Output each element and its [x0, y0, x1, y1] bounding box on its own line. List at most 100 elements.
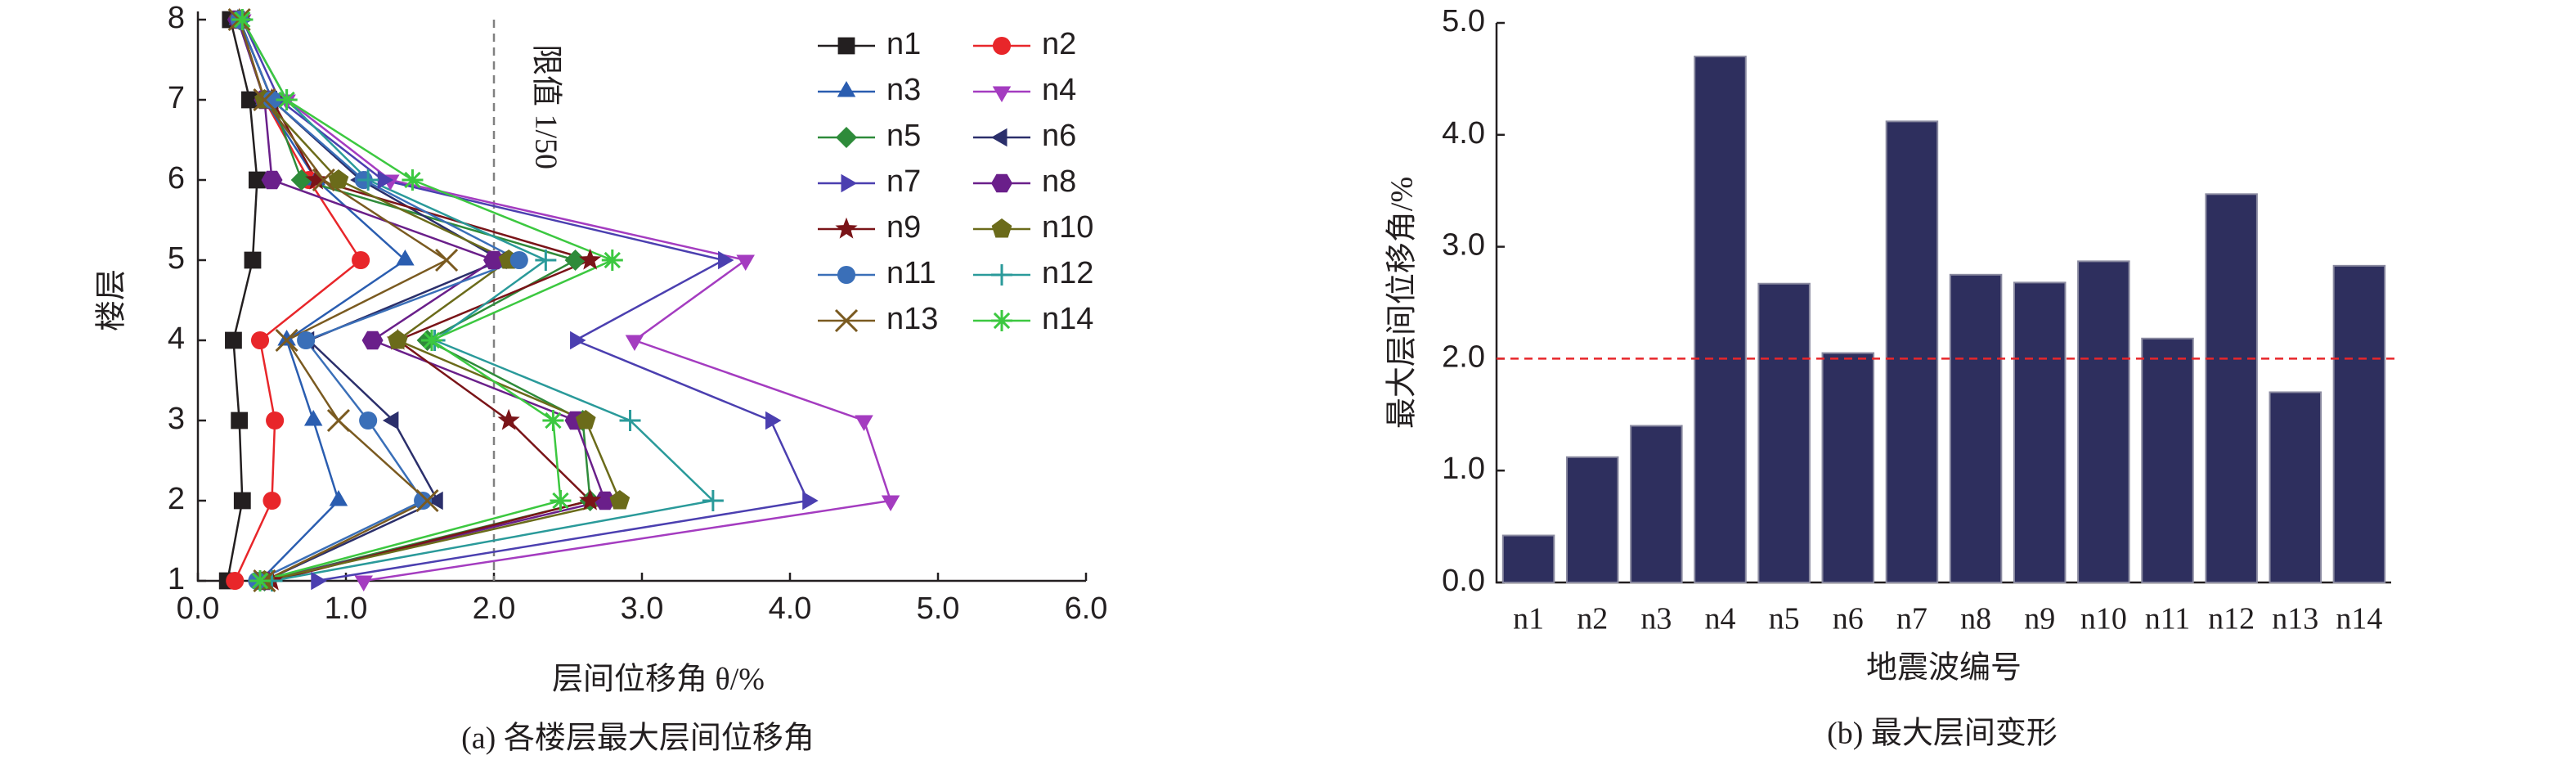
- y-tick-label: 1.0: [1442, 452, 1485, 486]
- series-line: [238, 19, 449, 582]
- marker: [276, 89, 298, 110]
- caption: (a) 各楼层最大层间位移角: [461, 722, 815, 756]
- series-line: [241, 19, 716, 582]
- marker: [357, 169, 379, 191]
- marker: [414, 491, 433, 510]
- marker: [396, 250, 415, 266]
- legend-label: n6: [1042, 119, 1076, 153]
- bar: [1565, 456, 1619, 583]
- x-tick-label: 4.0: [769, 591, 812, 626]
- marker: [570, 331, 586, 350]
- bar: [2332, 264, 2386, 583]
- y-axis-label: 楼层: [95, 269, 129, 331]
- y-tick-label: 4: [168, 322, 185, 356]
- marker: [542, 410, 564, 431]
- y-tick-label: 8: [168, 1, 185, 35]
- legend-marker: [834, 308, 859, 333]
- marker: [718, 250, 734, 270]
- x-tick-label: n7: [1896, 602, 1928, 636]
- legend-marker: [841, 173, 857, 193]
- axes: [196, 11, 1086, 582]
- legend-marker: [836, 127, 857, 148]
- x-tick-label: n13: [2272, 602, 2318, 636]
- x-tick-label: n6: [1833, 602, 1864, 636]
- bar: [1757, 282, 1811, 583]
- marker: [226, 571, 245, 591]
- legend-marker: [835, 217, 858, 239]
- y-tick-label: 6: [168, 161, 185, 196]
- legend-marker: [992, 86, 1012, 102]
- legend-marker: [991, 264, 1012, 286]
- marker: [303, 410, 323, 426]
- marker: [225, 331, 242, 349]
- bar: [2013, 281, 2067, 583]
- legend-label: n12: [1042, 256, 1093, 290]
- marker: [329, 490, 348, 506]
- bar: [1630, 425, 1683, 583]
- bar: [1501, 534, 1555, 584]
- marker: [765, 411, 782, 430]
- marker: [497, 408, 520, 430]
- x-tick-label: n8: [1960, 602, 1991, 636]
- y-tick-label: 0.0: [1442, 564, 1485, 598]
- series-line: [238, 19, 622, 582]
- legend-marker: [991, 310, 1012, 331]
- marker: [266, 411, 285, 430]
- marker: [609, 490, 631, 510]
- legend-label: n3: [886, 73, 921, 107]
- bar: [1821, 352, 1875, 583]
- series-line: [236, 19, 607, 582]
- x-tick-label: 0.0: [177, 591, 220, 626]
- marker: [625, 335, 644, 351]
- marker: [290, 169, 312, 191]
- marker: [550, 490, 572, 511]
- marker: [305, 168, 328, 190]
- x-tick-label: n9: [2024, 602, 2055, 636]
- x-tick-label: n1: [1513, 602, 1544, 636]
- marker: [277, 330, 296, 346]
- legend-label: n2: [1042, 27, 1076, 61]
- marker: [250, 331, 270, 350]
- x-tick-label: n3: [1640, 602, 1672, 636]
- legend-label: n10: [1042, 210, 1093, 245]
- marker: [244, 251, 262, 269]
- marker: [736, 254, 755, 271]
- marker: [233, 492, 251, 510]
- legend-label: n1: [886, 27, 921, 61]
- legend-label: n14: [1042, 302, 1093, 336]
- legend-label: n7: [886, 164, 921, 199]
- marker: [240, 91, 258, 109]
- marker: [575, 410, 596, 429]
- legend-label: n11: [886, 256, 936, 290]
- bar: [2269, 391, 2322, 583]
- legend-marker: [991, 128, 1008, 147]
- x-tick-label: n2: [1577, 602, 1608, 636]
- legend-label: n4: [1042, 73, 1076, 107]
- marker: [261, 170, 283, 190]
- marker: [377, 170, 394, 190]
- y-tick-label: 5.0: [1442, 4, 1485, 38]
- y-tick-label: 7: [168, 81, 185, 115]
- y-tick-label: 1: [168, 562, 185, 596]
- marker: [420, 330, 442, 351]
- series-line: [234, 19, 362, 582]
- marker: [387, 330, 408, 349]
- marker: [231, 9, 254, 30]
- legend-marker: [991, 173, 1012, 193]
- y-tick-label: 3.0: [1442, 228, 1485, 263]
- reference-label: 限值 1/50: [528, 44, 563, 169]
- marker: [855, 415, 873, 431]
- x-tick-label: n11: [2145, 602, 2191, 636]
- marker: [253, 88, 276, 112]
- marker: [352, 250, 370, 270]
- marker: [275, 328, 298, 353]
- series-line: [241, 19, 810, 582]
- y-tick-label: 2: [168, 482, 185, 516]
- bar: [1885, 120, 1939, 584]
- legend-label: n13: [886, 302, 938, 336]
- legend-label: n8: [1042, 164, 1076, 199]
- marker: [297, 331, 316, 350]
- y-tick-label: 3: [168, 402, 185, 436]
- x-tick-label: 5.0: [917, 591, 960, 626]
